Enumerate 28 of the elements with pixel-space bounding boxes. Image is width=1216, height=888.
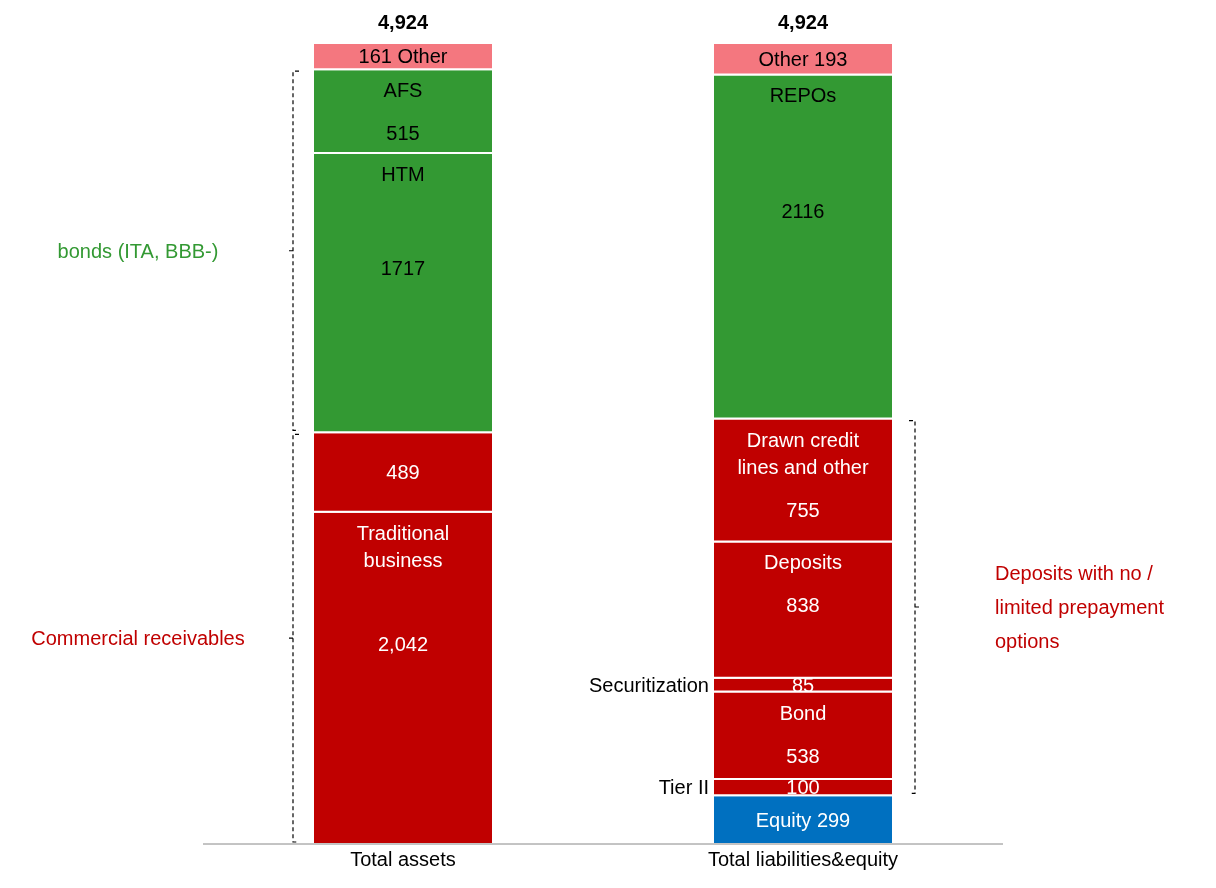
data-label: 489 — [386, 461, 420, 484]
series-label: HTM — [381, 162, 425, 185]
series-label: Traditional business — [356, 521, 450, 571]
series-label: Bond — [779, 701, 827, 724]
series-label: REPOs — [769, 84, 837, 107]
series-label: Drawn credit lines and other — [737, 428, 869, 478]
annotation: Commercial receivables — [31, 627, 245, 650]
data-label: 2,042 — [377, 633, 429, 656]
data-label: 755 — [786, 498, 820, 521]
data-label: 2116 — [781, 199, 825, 222]
annotation: Deposits with no / limited prepayment options — [995, 561, 1165, 652]
total-label: 4,924 — [377, 11, 429, 33]
x-tick-label: Total assets — [350, 848, 456, 871]
data-label: 515 — [386, 122, 420, 145]
series-label: Securitization — [588, 673, 709, 696]
series-label: AFS — [383, 79, 423, 102]
series-label: Tier II — [658, 776, 709, 799]
total-label: 4,924 — [777, 11, 829, 33]
text: 161 Other — [358, 45, 448, 68]
data-label: 1717 — [380, 257, 426, 280]
x-tick-label: Total liabilities&equity — [707, 848, 899, 871]
data-label: 100 — [786, 776, 820, 799]
annotation: bonds (ITA, BBB-) — [57, 239, 219, 262]
data-label: 538 — [786, 744, 820, 767]
data-label: 838 — [786, 594, 820, 617]
text: Equity 299 — [755, 808, 851, 831]
series-label: Deposits — [764, 551, 842, 574]
text: Other 193 — [758, 47, 848, 70]
